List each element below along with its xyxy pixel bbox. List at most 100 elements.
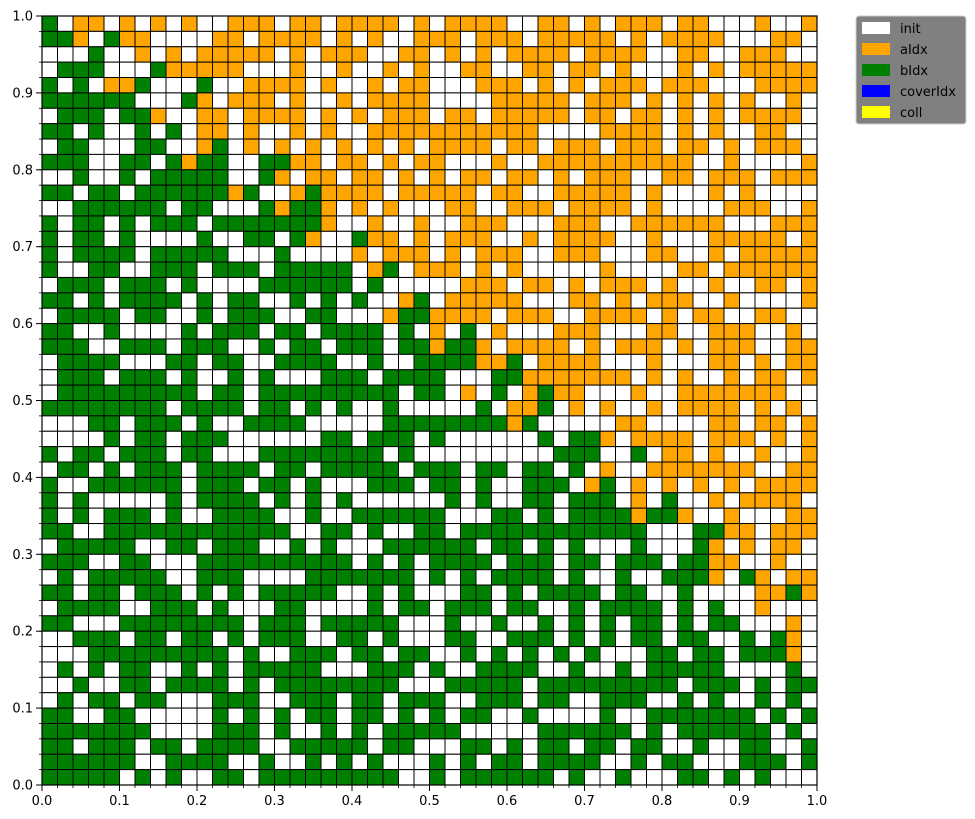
heatmap-cell [274, 692, 291, 709]
heatmap-cell [243, 215, 260, 232]
heatmap-cell [785, 184, 802, 202]
heatmap-cell [181, 384, 198, 401]
heatmap-cell [336, 323, 353, 340]
heatmap-cell [181, 338, 198, 355]
heatmap-cell [692, 461, 709, 478]
heatmap-cell [351, 553, 368, 571]
heatmap-cell [119, 369, 136, 386]
heatmap-cell [677, 769, 694, 786]
heatmap-cell [227, 107, 244, 125]
heatmap-cell [382, 692, 399, 709]
heatmap-cell [181, 476, 198, 494]
heatmap-cell [661, 184, 678, 202]
heatmap-cell [72, 569, 89, 586]
heatmap-cell [289, 707, 306, 724]
heatmap-cell [491, 15, 508, 32]
heatmap-cell [41, 46, 58, 63]
heatmap-cell [599, 123, 616, 140]
heatmap-cell [88, 261, 105, 278]
heatmap-cell [444, 615, 461, 632]
heatmap-cell [491, 569, 508, 586]
heatmap-cell [305, 630, 322, 648]
heatmap-cell [754, 707, 771, 724]
heatmap-cell [274, 476, 291, 494]
heatmap-cell [785, 400, 802, 417]
heatmap-cell [568, 384, 585, 401]
heatmap-cell [150, 338, 167, 355]
heatmap-cell [196, 323, 213, 340]
heatmap-cell [227, 276, 244, 294]
heatmap-cell [305, 615, 322, 632]
heatmap-cell [661, 630, 678, 648]
heatmap-cell [41, 30, 58, 48]
heatmap-cell [103, 153, 120, 171]
heatmap-cell [103, 15, 120, 32]
heatmap-cell [243, 461, 260, 478]
heatmap-cell [227, 646, 244, 663]
heatmap-cell [212, 676, 229, 694]
heatmap-cell [739, 30, 756, 48]
heatmap-cell [708, 538, 725, 555]
heatmap-cell [289, 384, 306, 401]
heatmap-cell [227, 246, 244, 263]
heatmap-cell [382, 323, 399, 340]
heatmap-cell [212, 246, 229, 263]
heatmap-cell [351, 323, 368, 340]
heatmap-cell [289, 200, 306, 217]
heatmap-cell [491, 307, 508, 325]
heatmap-cell [785, 615, 802, 632]
heatmap-cell [801, 92, 818, 109]
heatmap-cell [320, 492, 337, 509]
heatmap-cell [367, 15, 384, 32]
heatmap-cell [460, 430, 477, 448]
heatmap-cell [739, 753, 756, 771]
heatmap-cell [320, 215, 337, 232]
heatmap-cell [398, 323, 415, 340]
heatmap-cell [119, 77, 136, 94]
heatmap-cell [506, 353, 523, 371]
heatmap-cell [460, 722, 477, 740]
heatmap-cell [305, 738, 322, 755]
heatmap-cell [196, 446, 213, 463]
heatmap-cell [336, 615, 353, 632]
heatmap-cell [754, 138, 771, 155]
heatmap-cell [305, 338, 322, 355]
heatmap-cell [165, 646, 182, 663]
heatmap-cell [692, 215, 709, 232]
heatmap-cell [212, 523, 229, 540]
heatmap-cell [196, 123, 213, 140]
heatmap-cell [181, 92, 198, 109]
heatmap-cell [382, 599, 399, 617]
heatmap-cell [320, 292, 337, 309]
heatmap-cell [537, 276, 554, 294]
heatmap-cell [444, 553, 461, 571]
heatmap-cell [212, 769, 229, 786]
heatmap-cell [413, 92, 430, 109]
heatmap-cell [72, 538, 89, 555]
heatmap-cell [398, 599, 415, 617]
heatmap-cell [460, 30, 477, 48]
heatmap-cell [444, 215, 461, 232]
heatmap-cell [88, 430, 105, 448]
heatmap-cell [723, 307, 740, 325]
heatmap-cell [785, 476, 802, 494]
heatmap-cell [801, 507, 818, 525]
heatmap-cell [258, 107, 275, 125]
heatmap-cell [134, 384, 151, 401]
heatmap-cell [212, 307, 229, 325]
heatmap-cell [708, 507, 725, 525]
heatmap-cell [165, 400, 182, 417]
heatmap-cell [522, 61, 539, 79]
heatmap-cell [305, 400, 322, 417]
heatmap-cell [196, 676, 213, 694]
heatmap-cell [336, 138, 353, 155]
heatmap-cell [630, 246, 647, 263]
heatmap-cell [537, 215, 554, 232]
heatmap-cell [336, 676, 353, 694]
heatmap-cell [537, 200, 554, 217]
heatmap-cell [320, 476, 337, 494]
heatmap-cell [615, 753, 632, 771]
heatmap-cell [460, 92, 477, 109]
heatmap-cell [553, 230, 570, 248]
heatmap-cell [599, 415, 616, 432]
